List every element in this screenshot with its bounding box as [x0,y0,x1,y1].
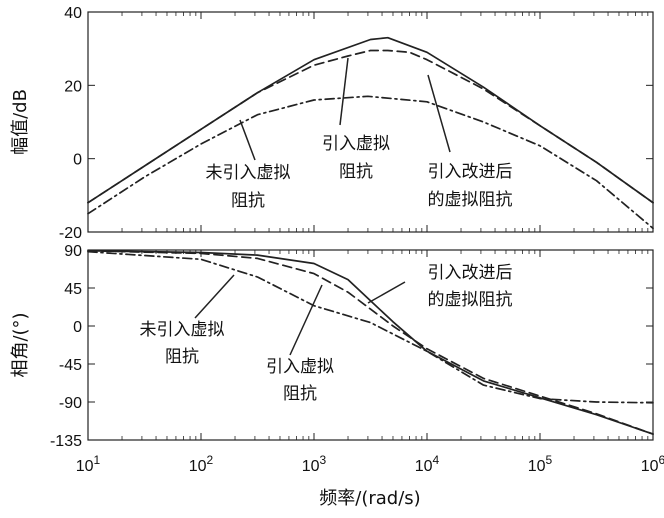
phase-xtick-label: 104 [415,453,440,475]
mag-leader-improved [427,74,451,153]
mag-annot-vi-line2: 阻抗 [339,162,373,182]
magnitude-ytick-label: 20 [64,78,82,95]
phase-dashed-line [87,249,654,435]
mag-annot-no-vi-line2: 阻抗 [231,191,265,211]
phase-xtick-label: 102 [189,453,214,475]
magnitude-dashed-line [87,49,654,204]
magnitude-plot-frame [87,11,654,233]
annotation-leaders [194,57,451,356]
magnitude-ytick-label: 40 [64,5,82,22]
phase-ytick-label: 45 [64,281,82,298]
phase-ticks: 90 45 0 -45 -90 -135 101 102 103 104 105 106 [50,243,664,475]
phase-leader-no-vi [194,274,235,319]
phase-xtick-label: 106 [641,453,664,475]
phase-annot-improved-line1: 引入改进后 [428,263,513,283]
mag-leader-vi [339,57,349,126]
magnitude-series [87,36,654,230]
phase-ylabel: 相角/(°) [10,312,31,377]
phase-ytick-label: 90 [64,243,82,260]
phase-annot-vi-line1: 引入虚拟 [266,357,334,377]
phase-annot-no-vi-line1: 未引入虚拟 [140,320,225,340]
magnitude-ylabel: 幅值/dB [10,89,31,155]
phase-ytick-label: 0 [73,319,82,336]
phase-xtick-label: 101 [76,453,101,475]
magnitude-ticks: 40 20 0 -20 [59,5,654,242]
mag-annot-improved-line1: 引入改进后 [428,162,513,182]
phase-annot-vi-line2: 阻抗 [283,384,317,404]
phase-annot-no-vi-line2: 阻抗 [165,347,199,367]
phase-series [87,249,654,435]
phase-ytick-label: -135 [50,433,82,450]
phase-leader-improved [367,281,406,304]
phase-ytick-label: -90 [59,395,82,412]
phase-xtick-label: 103 [302,453,327,475]
mag-annot-vi-line1: 引入虚拟 [322,134,390,154]
phase-dashdot-line [87,250,654,404]
phase-solid-line [87,249,654,435]
phase-ytick-label: -45 [59,357,82,374]
phase-xlabel: 频率/(rad/s) [319,488,420,509]
phase-plot-frame [87,249,654,441]
phase-annot-improved-line2: 的虚拟阻抗 [428,290,513,310]
magnitude-dashdot-line [87,95,654,230]
mag-annot-improved-line2: 的虚拟阻抗 [428,190,513,210]
phase-leader-vi [289,284,323,356]
mag-leader-no-vi [239,119,256,161]
phase-xtick-label: 105 [528,453,553,475]
magnitude-ytick-label: -20 [59,225,82,242]
magnitude-ytick-label: 0 [73,152,82,169]
mag-annot-no-vi-line1: 未引入虚拟 [206,163,291,183]
